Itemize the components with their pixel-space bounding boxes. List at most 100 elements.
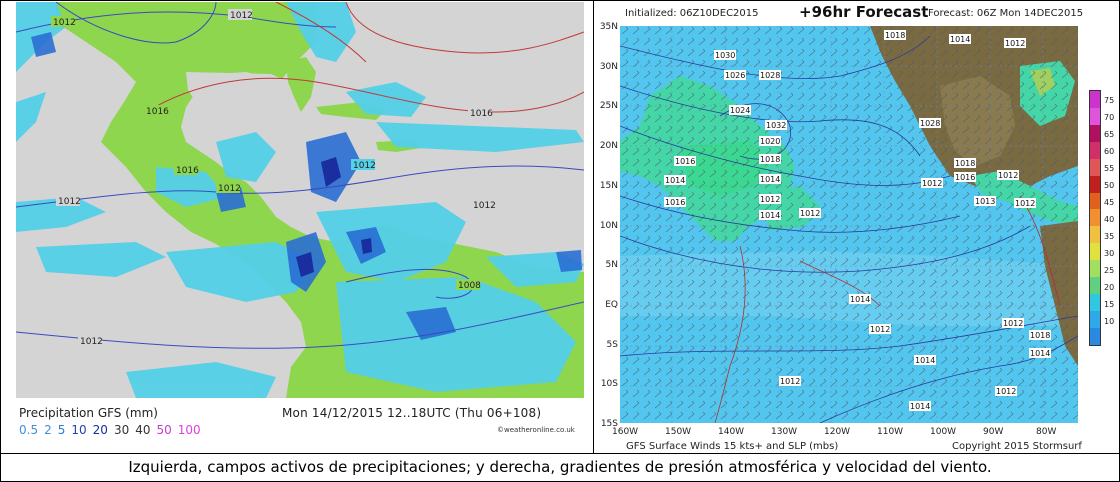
panel-divider <box>593 0 594 453</box>
isobar-label-box <box>759 174 781 184</box>
isobar-label: 1016 <box>146 107 169 117</box>
isobar-label: 1012 <box>780 377 800 386</box>
colorbar-tick: 75 <box>1104 96 1115 105</box>
colorbar-swatch <box>1090 310 1100 328</box>
longitude-label: 160W <box>612 427 639 437</box>
isobar-label: 1008 <box>458 281 481 291</box>
precipitation-legend: Precipitation GFS (mm) 0.5 2 5 10 20 30 40 50 10… <box>4 398 584 451</box>
colorbar-tick: 60 <box>1104 147 1115 156</box>
colorbar-tick: 50 <box>1104 181 1115 190</box>
colorbar-swatch <box>1090 158 1100 176</box>
isobar-label-box <box>759 154 781 164</box>
colorbar-tick: 20 <box>1104 283 1115 292</box>
legend-value: 50 <box>156 423 172 437</box>
isobar-label-box <box>974 196 996 206</box>
isobar-label: 1012 <box>58 197 81 207</box>
isobar-label-box <box>1029 348 1051 358</box>
wind-pressure-map-svg: 1018 1014 1012 1030 1026 1028 1024 1032 1020 1018… <box>620 26 1078 423</box>
isobar-label: 1014 <box>915 356 935 365</box>
longitude-label: 120W <box>824 427 851 437</box>
isobar-label: 1012 <box>870 325 890 334</box>
colorbar-swatch <box>1090 226 1100 244</box>
longitude-label: 90W <box>983 427 1004 437</box>
isobar-label-box <box>869 324 891 334</box>
isobar-label: 1016 <box>176 166 199 176</box>
isobar-label: 1012 <box>53 18 76 28</box>
colorbar-tick: 70 <box>1104 113 1115 122</box>
precipitation-map: 1012 1012 1016 1016 1012 1016 1012 1012 … <box>16 2 584 398</box>
isobar-label: 1028 <box>920 119 940 128</box>
colorbar-tick: 45 <box>1104 198 1115 207</box>
isobar-label-box <box>765 120 787 130</box>
isobar-label-box <box>914 355 936 365</box>
isobar-label: 1032 <box>766 121 786 130</box>
isobar-label: 1012 <box>1003 319 1023 328</box>
isobar-label: 1014 <box>910 402 930 411</box>
isobar-label: 1012 <box>800 209 820 218</box>
isobar-label-box <box>995 386 1017 396</box>
isobar-label: 1016 <box>675 157 695 166</box>
colorbar-swatch <box>1090 192 1100 210</box>
colorbar-swatch <box>1090 107 1100 125</box>
isobar-label-box <box>674 156 696 166</box>
figure-caption: Izquierda, campos activos de precipitaci… <box>128 458 992 476</box>
forecast-date: Mon 14/12/2015 12..18UTC (Thu 06+108) <box>282 406 542 420</box>
colorbar-swatch <box>1090 124 1100 142</box>
isobar-label: 1012 <box>473 201 496 211</box>
isobar-label: 1013 <box>975 197 995 206</box>
isobar-label-box <box>949 34 971 44</box>
isobar-label-box <box>714 50 736 60</box>
isobar-label: 1014 <box>1030 349 1050 358</box>
colorbar-tick: 30 <box>1104 249 1115 258</box>
wind-pressure-map: 1018 1014 1012 1030 1026 1028 1024 1032 1020 1018… <box>620 26 1078 423</box>
colorbar-tick: 65 <box>1104 130 1115 139</box>
legend-value: 10 <box>71 423 87 437</box>
isobar-label: 1012 <box>353 161 376 171</box>
precipitation-panel: 1012 1012 1016 1016 1012 1016 1012 1012 … <box>4 2 584 451</box>
isobar-label-box <box>779 376 801 386</box>
colorbar-swatch <box>1090 243 1100 261</box>
isobar-label-box <box>884 30 906 40</box>
isobar-label-box <box>664 197 686 207</box>
wind-speed-colorbar <box>1089 90 1101 346</box>
isobar-label: 1012 <box>230 11 253 21</box>
isobar-label-box <box>997 170 1019 180</box>
isobar-label-box <box>1002 318 1024 328</box>
isobar-label-box <box>729 105 751 115</box>
longitude-label: 140W <box>718 427 745 437</box>
isobar-label-box <box>1004 38 1026 48</box>
isobar-label-box <box>909 401 931 411</box>
isobar-label: 1028 <box>760 71 780 80</box>
latitude-label: 5S <box>606 339 618 350</box>
longitude-label: 100W <box>930 427 957 437</box>
legend-value: 20 <box>92 423 108 437</box>
legend-value: 100 <box>177 423 201 437</box>
latitude-label: 30N <box>599 61 618 72</box>
isobar-label: 1012 <box>80 337 103 347</box>
isobar-label-box <box>954 158 976 168</box>
isobar-label-box <box>1014 198 1036 208</box>
isobar-label-box <box>921 178 943 188</box>
isobar-label: 1018 <box>955 159 975 168</box>
latitude-label: 10S <box>600 379 618 390</box>
colorbar-tick: 40 <box>1104 215 1115 224</box>
longitude-label: 130W <box>771 427 798 437</box>
isobar-label: 1020 <box>760 137 780 146</box>
legend-values: 0.5 2 5 10 20 30 40 50 100 <box>19 423 207 437</box>
chart-description: GFS Surface Winds 15 kts+ and SLP (mbs) <box>626 441 839 452</box>
isobar-label: 1016 <box>665 198 685 207</box>
isobar-label-box <box>954 172 976 182</box>
isobar-label: 1014 <box>760 175 780 184</box>
source-credit: ©weatheronline.co.uk <box>497 426 575 434</box>
legend-value: 30 <box>113 423 130 437</box>
isobar-label: 1014 <box>850 295 870 304</box>
latitude-label: 35N <box>599 22 618 32</box>
isobar-label-box <box>759 210 781 220</box>
isobar-label: 1018 <box>1030 331 1050 340</box>
caption-divider <box>0 453 1119 454</box>
latitude-label: 15S <box>600 419 618 429</box>
colorbar-tick: 25 <box>1104 266 1115 275</box>
isobar-label: 1012 <box>996 387 1016 396</box>
isobar-label: 1012 <box>218 184 241 194</box>
precipitation-map-svg: 1012 1012 1016 1016 1012 1016 1012 1012 … <box>16 2 584 398</box>
